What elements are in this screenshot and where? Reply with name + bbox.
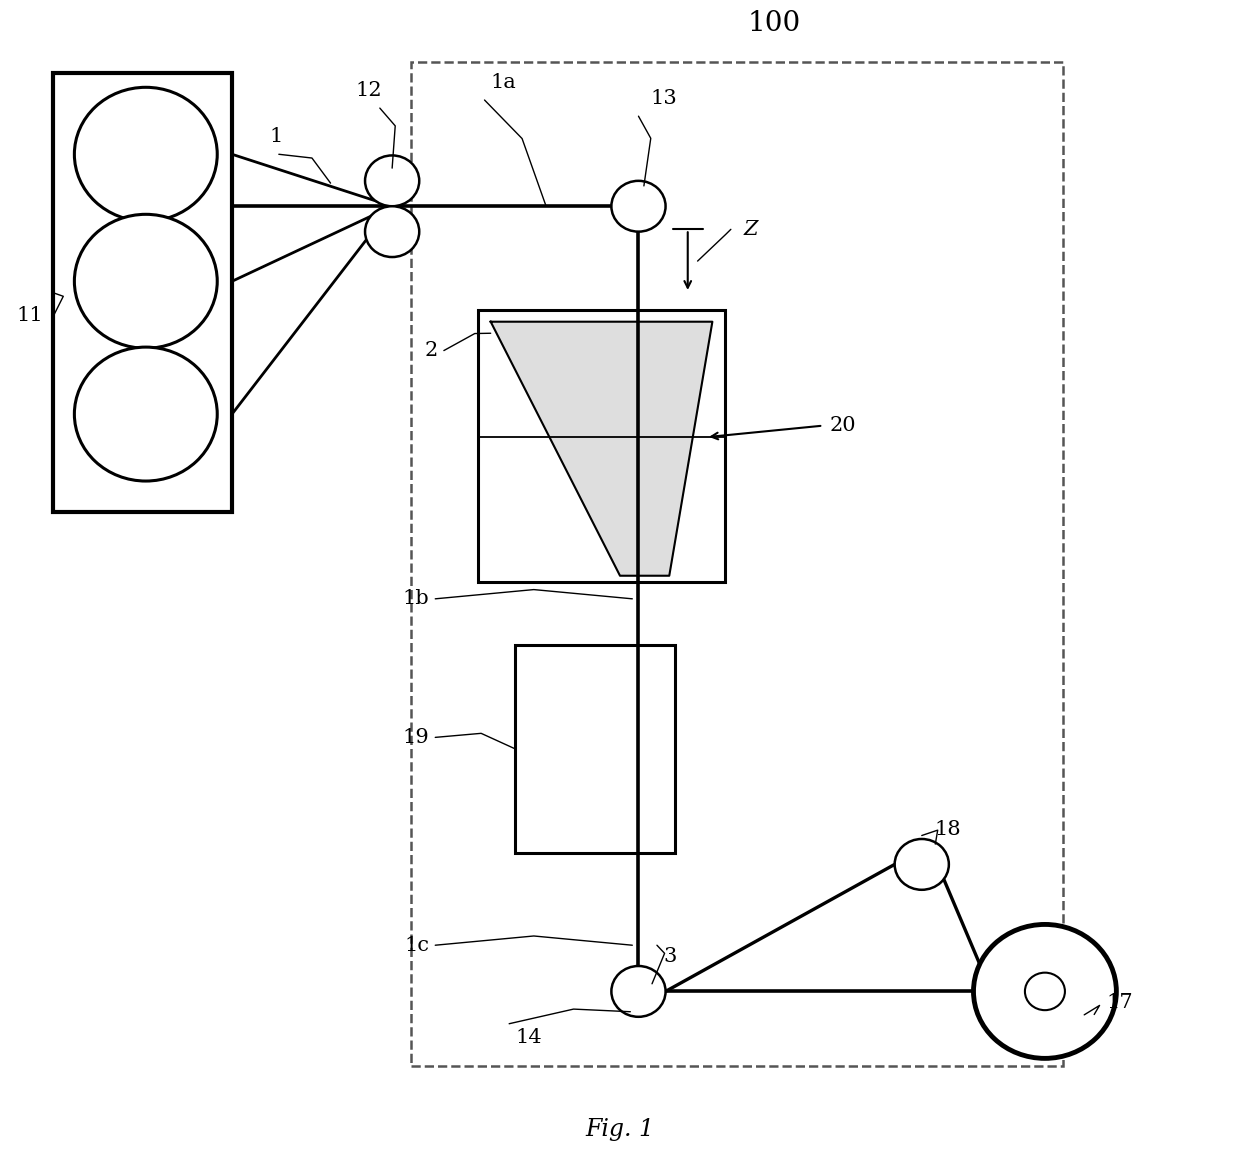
Text: 17: 17 bbox=[1106, 993, 1133, 1013]
Circle shape bbox=[365, 206, 419, 257]
Text: Fig. 1: Fig. 1 bbox=[585, 1119, 655, 1141]
Text: 1c: 1c bbox=[404, 936, 429, 955]
Text: 100: 100 bbox=[748, 10, 801, 37]
Polygon shape bbox=[491, 322, 712, 576]
Circle shape bbox=[74, 214, 217, 348]
Text: 13: 13 bbox=[651, 90, 677, 108]
Text: Z: Z bbox=[743, 220, 758, 238]
Circle shape bbox=[74, 87, 217, 221]
Text: 3: 3 bbox=[663, 948, 677, 966]
Circle shape bbox=[1025, 972, 1065, 1011]
Text: 11: 11 bbox=[16, 306, 43, 326]
Circle shape bbox=[365, 156, 419, 206]
Bar bbox=[410, 62, 1064, 1066]
Circle shape bbox=[611, 180, 666, 231]
Text: 12: 12 bbox=[355, 81, 382, 100]
Bar bbox=[516, 645, 676, 852]
Bar bbox=[53, 73, 232, 512]
Circle shape bbox=[973, 925, 1116, 1058]
Text: 19: 19 bbox=[402, 728, 429, 747]
Text: 1b: 1b bbox=[403, 590, 429, 608]
Circle shape bbox=[895, 839, 949, 890]
Circle shape bbox=[611, 966, 666, 1016]
Circle shape bbox=[74, 347, 217, 481]
Bar bbox=[479, 311, 724, 582]
Text: 20: 20 bbox=[830, 416, 856, 435]
Text: 18: 18 bbox=[934, 820, 961, 840]
Text: 14: 14 bbox=[516, 1028, 542, 1047]
Text: 2: 2 bbox=[424, 341, 438, 361]
Text: 1: 1 bbox=[269, 128, 283, 147]
Text: 1a: 1a bbox=[491, 73, 516, 92]
